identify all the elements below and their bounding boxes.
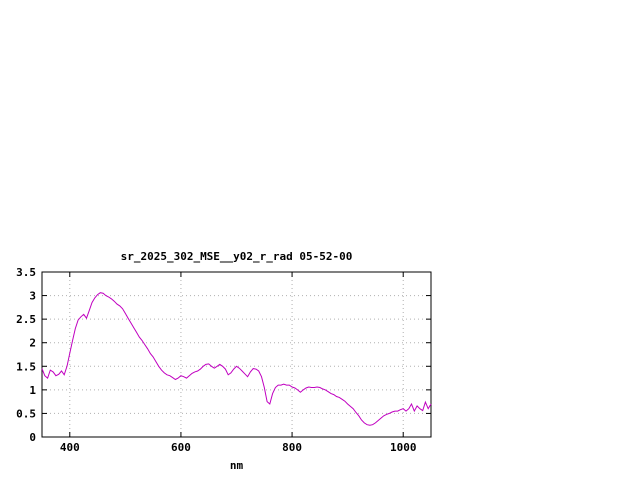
chart-title: sr_2025_302_MSE__y02_r_rad 05-52-00: [120, 250, 353, 263]
y-tick-label: 3: [29, 290, 36, 303]
y-tick-label: 0: [29, 431, 36, 444]
y-tick-label: 1: [29, 384, 36, 397]
x-tick-label: 400: [60, 441, 80, 454]
plot-border: [41, 271, 432, 438]
y-tick-label: 2.5: [16, 313, 36, 326]
x-tick-label: 800: [282, 441, 302, 454]
y-tick-label: 3.5: [16, 266, 36, 279]
x-tick-label: 600: [171, 441, 191, 454]
y-tick-label: 2: [29, 337, 36, 350]
x-tick-label: 1000: [390, 441, 417, 454]
spectrum-line: [41, 292, 432, 426]
y-tick-label: 0.5: [16, 407, 36, 420]
x-axis-label: nm: [229, 459, 244, 472]
y-tick-label: 1.5: [16, 360, 36, 373]
